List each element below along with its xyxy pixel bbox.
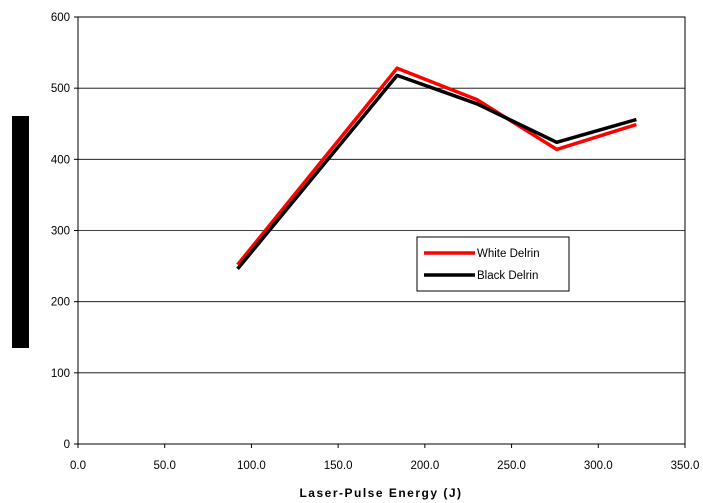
legend: White Delrin Black Delrin — [416, 236, 570, 292]
y-tick-label: 0 — [64, 439, 70, 451]
legend-label-black-delrin: Black Delrin — [477, 270, 538, 282]
legend-label-white-delrin: White Delrin — [477, 248, 540, 260]
y-axis-title-bar — [12, 116, 29, 348]
y-tick-label: 100 — [51, 368, 70, 380]
y-tick-label: 200 — [51, 297, 70, 309]
x-tick-label: 300.0 — [584, 460, 613, 472]
x-tick-label: 200.0 — [410, 460, 439, 472]
x-tick-label: 250.0 — [497, 460, 526, 472]
x-axis: 0.0 50.0 100.0 150.0 200.0 250.0 300.0 350.0 — [70, 444, 699, 472]
x-tick-label: 100.0 — [237, 460, 266, 472]
y-axis: 0 100 200 300 400 500 600 — [51, 12, 78, 451]
x-tick-label: 0.0 — [70, 460, 86, 472]
legend-box — [416, 236, 570, 292]
x-tick-label: 350.0 — [671, 460, 700, 472]
y-tick-label: 400 — [51, 154, 70, 166]
y-tick-label: 600 — [51, 12, 70, 24]
x-tick-label: 150.0 — [324, 460, 353, 472]
y-tick-label: 500 — [51, 83, 70, 95]
series-line-white-delrin — [236, 66, 637, 266]
series-line-black-delrin — [236, 73, 637, 271]
series-lines — [236, 66, 637, 271]
x-axis-label: Laser-Pulse Energy (J) — [299, 486, 462, 500]
y-tick-label: 300 — [51, 226, 70, 238]
x-tick-label: 50.0 — [154, 460, 176, 472]
